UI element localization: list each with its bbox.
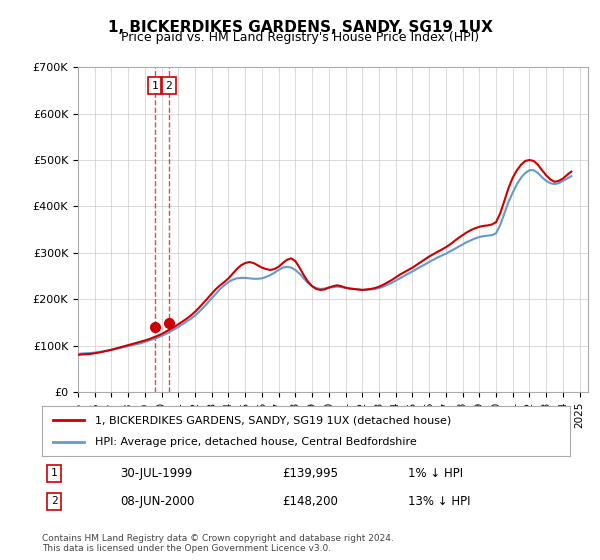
Text: 1, BICKERDIKES GARDENS, SANDY, SG19 1UX (detached house): 1, BICKERDIKES GARDENS, SANDY, SG19 1UX … — [95, 415, 451, 425]
Text: £148,200: £148,200 — [282, 494, 338, 508]
Text: £139,995: £139,995 — [282, 466, 338, 480]
Text: 2: 2 — [166, 81, 172, 91]
Text: 2: 2 — [50, 496, 58, 506]
Text: 1: 1 — [50, 468, 58, 478]
Text: Price paid vs. HM Land Registry's House Price Index (HPI): Price paid vs. HM Land Registry's House … — [121, 31, 479, 44]
Text: Contains HM Land Registry data © Crown copyright and database right 2024.
This d: Contains HM Land Registry data © Crown c… — [42, 534, 394, 553]
Text: 1, BICKERDIKES GARDENS, SANDY, SG19 1UX: 1, BICKERDIKES GARDENS, SANDY, SG19 1UX — [107, 20, 493, 35]
Text: 1: 1 — [151, 81, 158, 91]
Text: HPI: Average price, detached house, Central Bedfordshire: HPI: Average price, detached house, Cent… — [95, 437, 416, 447]
Text: 13% ↓ HPI: 13% ↓ HPI — [408, 494, 470, 508]
Text: 08-JUN-2000: 08-JUN-2000 — [120, 494, 194, 508]
Text: 1% ↓ HPI: 1% ↓ HPI — [408, 466, 463, 480]
Text: 30-JUL-1999: 30-JUL-1999 — [120, 466, 192, 480]
